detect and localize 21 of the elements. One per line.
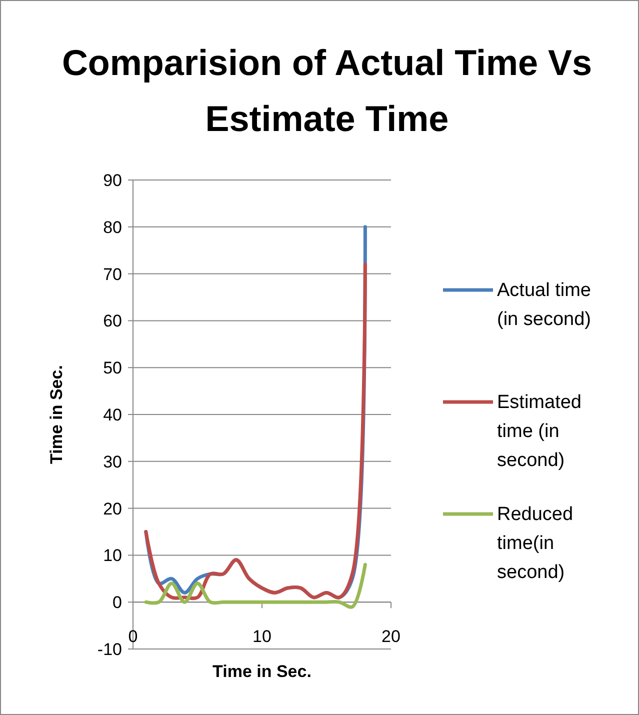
y-tick-label: 40 xyxy=(103,406,122,424)
y-tick-label: 20 xyxy=(103,499,122,518)
x-axis-title: Time in Sec. xyxy=(212,662,312,681)
y-tick-label: -10 xyxy=(97,640,122,659)
y-tick-label: 50 xyxy=(103,358,122,378)
y-tick-label: 10 xyxy=(103,546,122,566)
legend-label: Estimated time (in second) xyxy=(497,392,582,471)
x-tick-label: 20 xyxy=(382,627,400,646)
line-series xyxy=(144,562,367,609)
y-tick-label: 80 xyxy=(103,218,122,237)
legend-label: Actual time (in second) xyxy=(497,280,591,330)
y-tick-label: 60 xyxy=(103,312,122,331)
y-tick-label: 70 xyxy=(103,264,122,284)
y-axis-title: Time in Sec. xyxy=(47,365,66,464)
y-tick-label: 90 xyxy=(103,171,122,190)
x-tick-label: 0 xyxy=(128,627,138,646)
y-tick-label: 0 xyxy=(112,593,122,612)
chart-title: Comparision of Actual Time Vs Estimate Time xyxy=(62,42,592,139)
x-tick-label: 10 xyxy=(252,627,272,646)
legend-label: Reduced time(in second) xyxy=(497,504,574,583)
y-tick-label: 30 xyxy=(103,452,122,472)
